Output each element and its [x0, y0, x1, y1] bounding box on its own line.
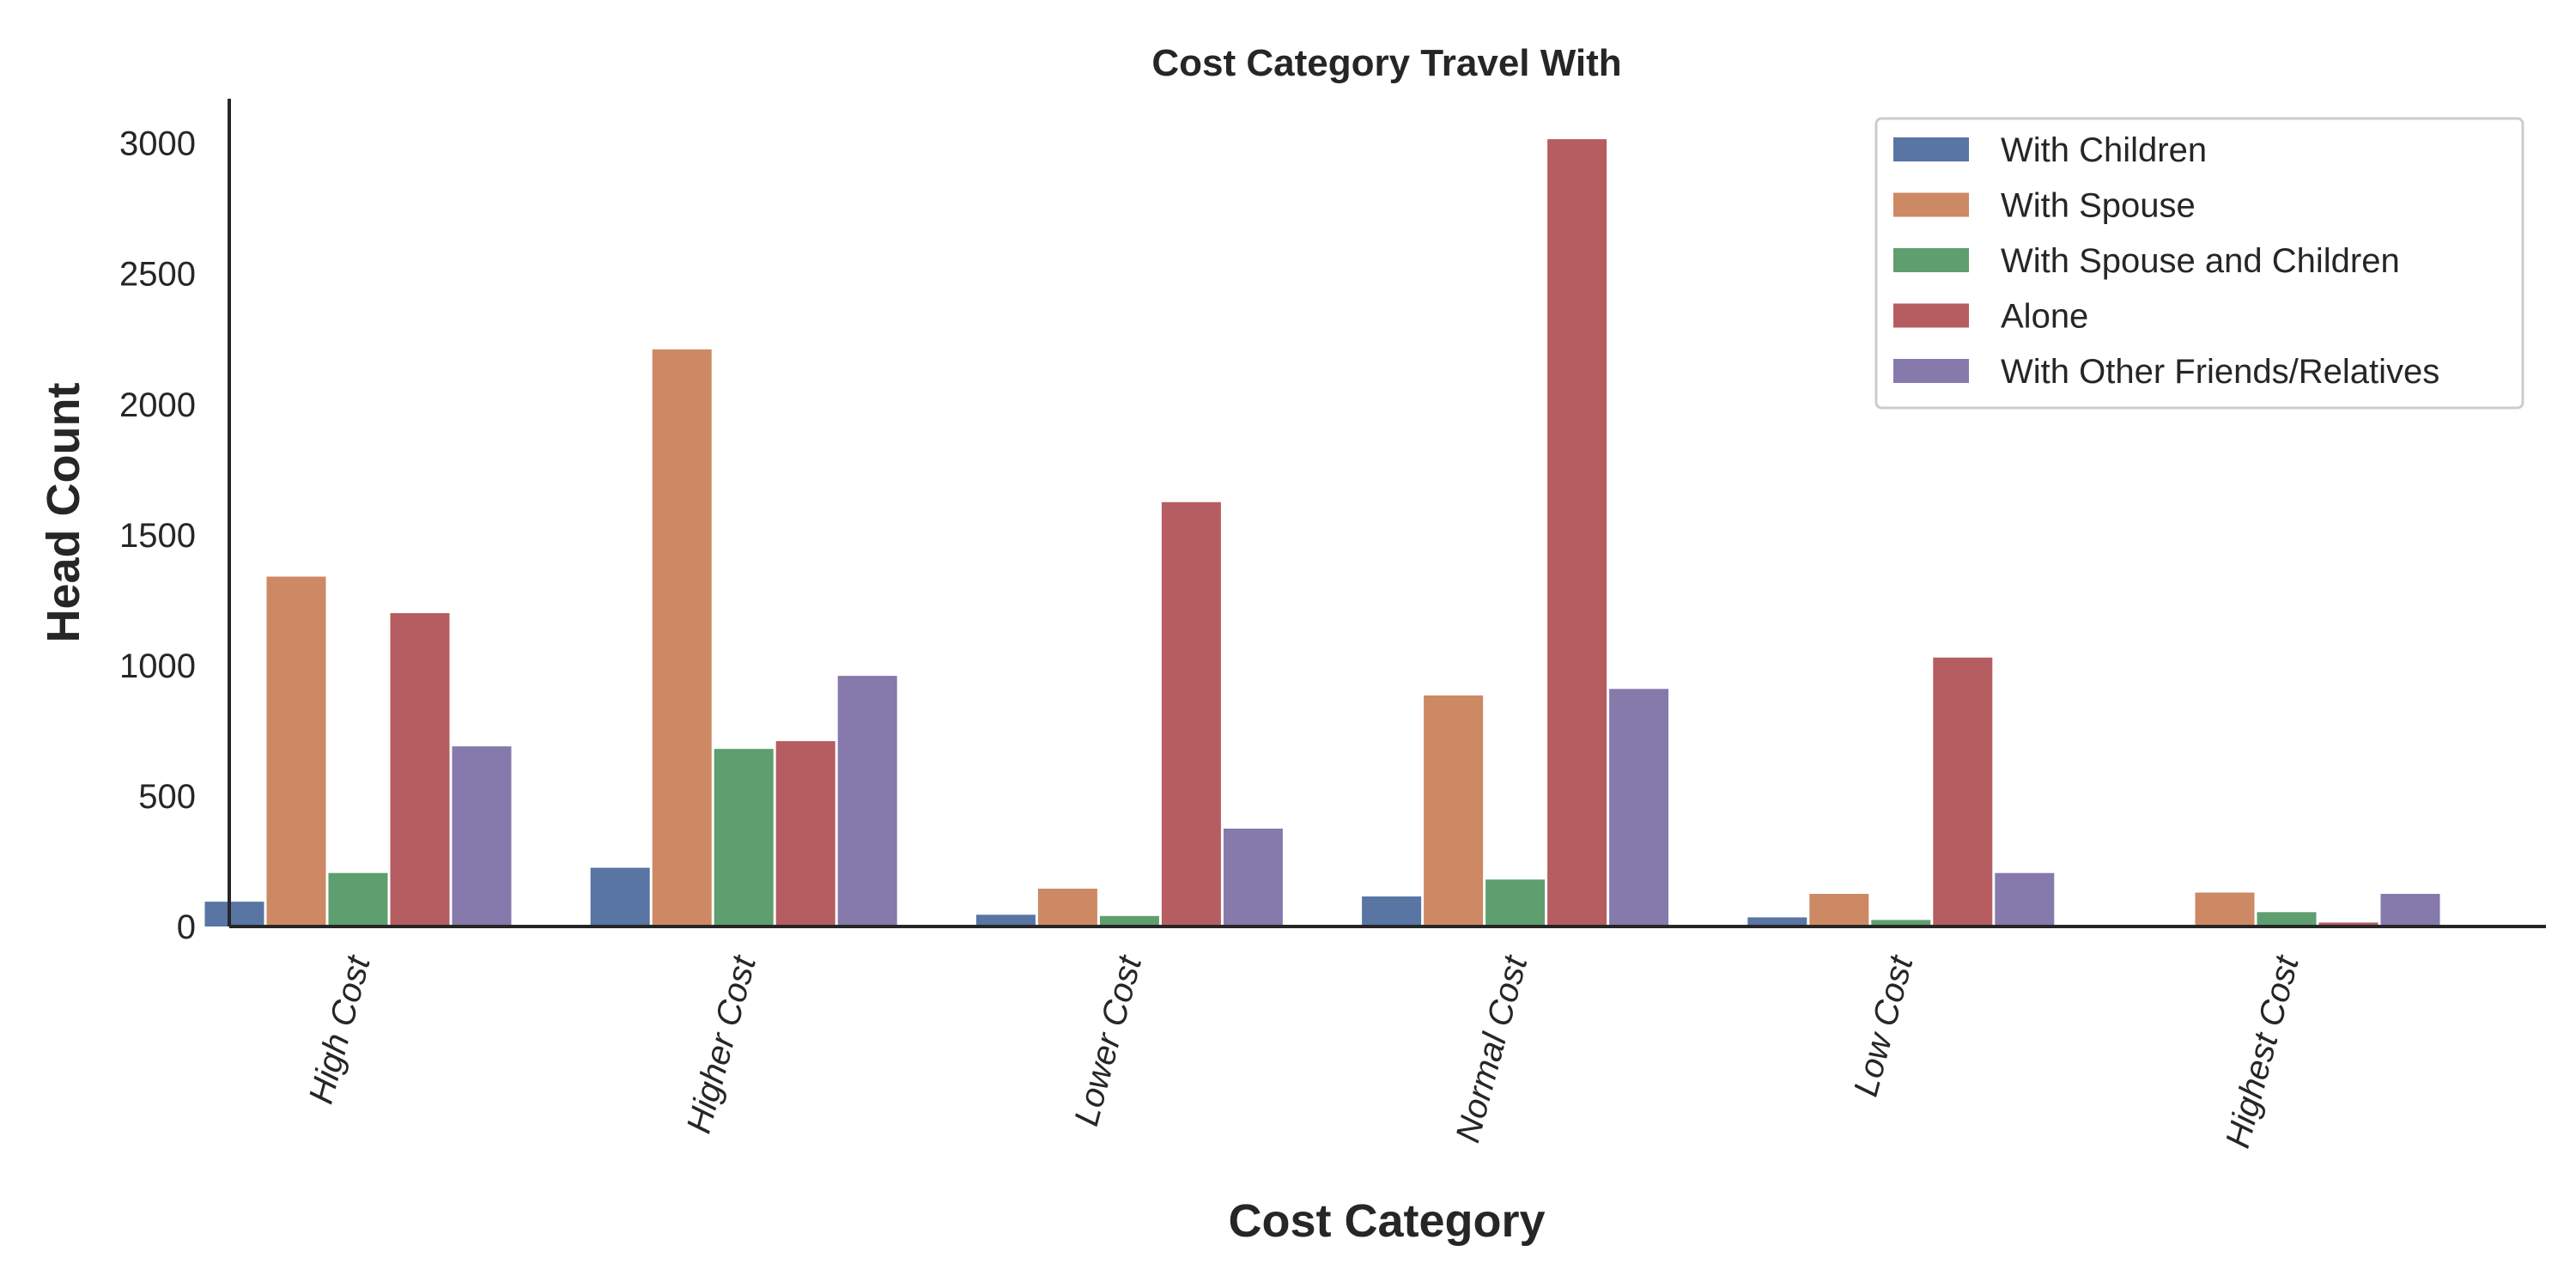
- legend-label: With Children: [2001, 131, 2207, 169]
- y-axis-label: Head Count: [38, 382, 89, 642]
- bar: [714, 749, 774, 927]
- bar: [1871, 920, 1931, 927]
- bar: [775, 741, 835, 927]
- legend-swatch: [1893, 359, 1969, 383]
- bar: [1933, 657, 1993, 927]
- legend-label: With Other Friends/Relatives: [2001, 353, 2439, 391]
- bar: [1362, 896, 1422, 927]
- chart-title: Cost Category Travel With: [1151, 42, 1621, 84]
- bar: [1485, 879, 1546, 927]
- bar: [2195, 892, 2255, 927]
- legend-swatch: [1893, 137, 1969, 161]
- legend: With Children With Spouse With Spouse and …: [1874, 117, 2524, 410]
- bar: [1424, 695, 1484, 927]
- bar: [1747, 917, 1807, 927]
- bar: [2257, 912, 2317, 927]
- bar: [1099, 915, 1159, 927]
- legend-swatch: [1893, 303, 1969, 328]
- legend-swatch: [1893, 192, 1969, 217]
- bar: [2380, 894, 2440, 927]
- y-ticks: 0 500 1000 1500 2000 2500 3000: [119, 125, 196, 946]
- bar: [975, 914, 1036, 927]
- x-axis-label: Cost Category: [1228, 1195, 1545, 1247]
- bar: [1037, 888, 1097, 927]
- bar: [652, 349, 712, 927]
- legend-label: With Spouse: [2001, 187, 2196, 225]
- bar: [2318, 922, 2379, 927]
- bar: [1161, 501, 1221, 927]
- legend-swatch: [1893, 248, 1969, 272]
- legend-label: With Spouse and Children: [2001, 242, 2400, 280]
- bars-layer: [204, 139, 2440, 927]
- y-tick-label: 3000: [119, 125, 196, 163]
- y-tick-label: 2500: [119, 256, 196, 294]
- bar: [1995, 872, 2055, 927]
- bar: [1547, 139, 1607, 927]
- bar: [204, 902, 264, 927]
- bar: [452, 746, 512, 927]
- bar: [1809, 894, 1869, 927]
- bar: [590, 867, 650, 927]
- bar: [837, 676, 897, 927]
- y-tick-label: 0: [177, 908, 196, 946]
- y-tick-label: 1500: [119, 517, 196, 555]
- y-tick-label: 2000: [119, 386, 196, 424]
- bar: [1609, 689, 1669, 927]
- bar: [328, 872, 388, 927]
- legend-frame: [1874, 117, 2524, 410]
- y-tick-label: 500: [138, 778, 196, 816]
- bar: [1223, 829, 1283, 927]
- y-tick-label: 1000: [119, 647, 196, 685]
- legend-label: Alone: [2001, 298, 2088, 336]
- bar: [266, 576, 326, 927]
- bar: [390, 613, 450, 927]
